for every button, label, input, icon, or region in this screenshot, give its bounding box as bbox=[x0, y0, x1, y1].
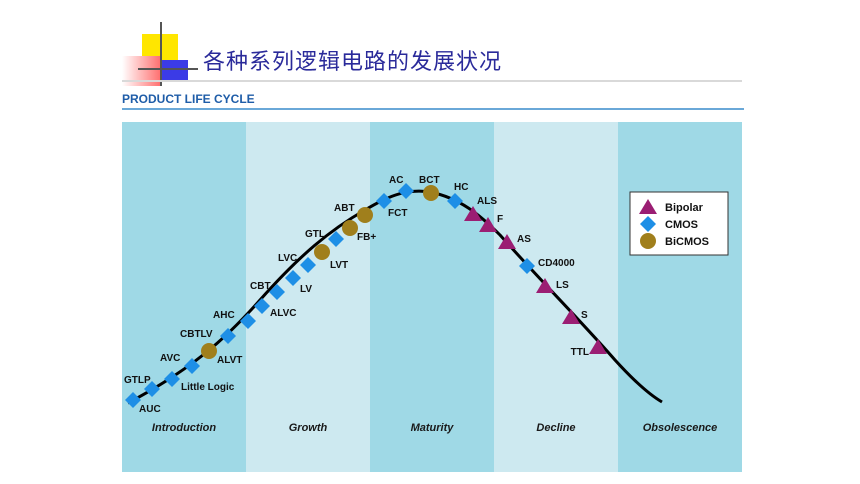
family-label-cbtlv: CBTLV bbox=[180, 329, 213, 340]
family-label-ls: LS bbox=[556, 280, 569, 291]
subtitle-divider bbox=[122, 108, 744, 110]
family-label-abt: ABT bbox=[334, 203, 355, 214]
phase-band-introduction bbox=[122, 122, 246, 472]
family-label-hc: HC bbox=[454, 182, 468, 193]
family-label-s: S bbox=[581, 310, 588, 321]
phase-label-growth: Growth bbox=[289, 422, 328, 434]
legend-label-cmos: CMOS bbox=[665, 219, 698, 231]
marker-ttl bbox=[589, 339, 607, 354]
marker-cbt bbox=[269, 284, 285, 300]
family-label-alvt: ALVT bbox=[217, 355, 242, 366]
marker-cbtlv bbox=[220, 328, 236, 344]
family-label-gtlp: GTLP bbox=[124, 375, 151, 386]
marker-hc bbox=[447, 193, 463, 209]
family-label-fct: FCT bbox=[388, 208, 407, 219]
legend-label-bipolar: Bipolar bbox=[665, 202, 704, 214]
marker-gtl bbox=[328, 231, 344, 247]
legend-circle-icon bbox=[640, 233, 656, 249]
legend-diamond-icon bbox=[640, 216, 656, 232]
marker-s bbox=[562, 309, 580, 324]
family-label-fb-: FB+ bbox=[357, 232, 376, 243]
marker-alvt bbox=[201, 343, 217, 359]
marker-avc bbox=[184, 358, 200, 374]
family-label-ttl: TTL bbox=[571, 347, 589, 358]
phase-band-maturity bbox=[370, 122, 494, 472]
decor-square-blue bbox=[162, 60, 188, 82]
decor-line-horizontal bbox=[138, 68, 198, 70]
family-label-lv: LV bbox=[300, 284, 312, 295]
marker-ac bbox=[398, 183, 414, 199]
family-label-lvt: LVT bbox=[330, 260, 348, 271]
family-label-cbt: CBT bbox=[250, 281, 271, 292]
phase-label-maturity: Maturity bbox=[411, 422, 455, 434]
marker-gtlp bbox=[144, 381, 160, 397]
marker-alvc bbox=[254, 298, 270, 314]
family-label-ac: AC bbox=[389, 175, 403, 186]
marker-auc bbox=[125, 392, 141, 408]
family-label-little-logic: Little Logic bbox=[181, 382, 235, 393]
chart-subtitle: PRODUCT LIFE CYCLE bbox=[122, 92, 255, 106]
family-label-bct: BCT bbox=[419, 175, 440, 186]
family-label-als: ALS bbox=[477, 196, 497, 207]
phase-band-growth bbox=[246, 122, 370, 472]
family-label-f: F bbox=[497, 214, 503, 225]
marker-as bbox=[498, 234, 516, 249]
family-label-as: AS bbox=[517, 234, 531, 245]
family-label-alvc: ALVC bbox=[270, 308, 296, 319]
phase-label-obsolescence: Obsolescence bbox=[643, 422, 718, 434]
page-title: 各种系列逻辑电路的发展状况 bbox=[203, 50, 503, 75]
marker-lv bbox=[285, 270, 301, 286]
marker-lvt bbox=[314, 244, 330, 260]
phase-band-obsolescence bbox=[618, 122, 742, 472]
marker-als bbox=[464, 206, 482, 221]
marker-fb- bbox=[342, 220, 358, 236]
marker-ls bbox=[536, 278, 554, 293]
family-label-gtl: GTL bbox=[305, 229, 325, 240]
marker-fct bbox=[376, 193, 392, 209]
decor-line-vertical bbox=[160, 22, 162, 86]
legend-label-bicmos: BiCMOS bbox=[665, 236, 709, 248]
phase-label-introduction: Introduction bbox=[152, 422, 216, 434]
marker-little-logic bbox=[164, 371, 180, 387]
title-divider bbox=[122, 80, 742, 82]
family-label-lvc: LVC bbox=[278, 253, 297, 264]
marker-bct bbox=[423, 185, 439, 201]
family-label-avc: AVC bbox=[160, 353, 180, 364]
marker-cd4000 bbox=[519, 258, 535, 274]
marker-lvc bbox=[300, 257, 316, 273]
family-label-auc: AUC bbox=[139, 404, 161, 415]
phase-label-decline: Decline bbox=[536, 422, 575, 434]
marker-abt bbox=[357, 207, 373, 223]
legend-triangle-icon bbox=[639, 199, 657, 214]
marker-ahc bbox=[240, 313, 256, 329]
family-label-ahc: AHC bbox=[213, 310, 235, 321]
marker-f bbox=[479, 217, 497, 232]
family-label-cd4000: CD4000 bbox=[538, 258, 575, 269]
